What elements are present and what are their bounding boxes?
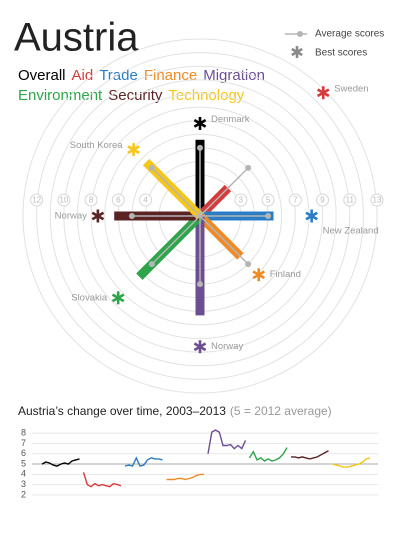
best-score [193, 116, 207, 130]
average-line [199, 215, 249, 265]
legend-star [291, 46, 303, 58]
average-dot [197, 281, 203, 288]
ring [90, 106, 310, 326]
legend-item: Technology [168, 87, 244, 104]
ring-label-badge [111, 193, 125, 207]
best-country: New Zealand [323, 226, 379, 237]
legend-item: Aid [72, 67, 94, 84]
ring [36, 52, 364, 380]
series-line [82, 472, 122, 488]
chart-subtitle: (5 = 2012 average) [230, 404, 332, 418]
average-line [151, 215, 201, 265]
series-line [207, 429, 247, 454]
ring-label-badge [316, 193, 330, 207]
y-tick-label: 5 [21, 458, 26, 468]
series-line [248, 447, 288, 462]
series-line [41, 458, 80, 467]
y-tick-label: 4 [21, 469, 26, 479]
ring-label-badge [57, 193, 71, 207]
legend-item: Finance [144, 67, 197, 84]
best-country: South Korea [70, 140, 124, 151]
best-score [252, 268, 266, 282]
series-line [291, 450, 329, 460]
ring-label: 5 [266, 196, 271, 205]
ring-label-badge [139, 193, 153, 207]
best-score [111, 291, 125, 305]
chart-title: Austria [14, 16, 139, 60]
best-score [91, 209, 105, 223]
ring-label: 7 [293, 196, 298, 205]
average-dot [265, 213, 272, 219]
ring-label-badge [288, 193, 302, 207]
ring-label: 10 [59, 196, 68, 205]
chart-subtitle-title: Austria’s change over time, 2003–2013 [18, 404, 226, 418]
ring [49, 65, 351, 367]
ring-label: 9 [320, 196, 325, 205]
ring-label: 4 [143, 196, 148, 205]
y-tick-label: 2 [21, 489, 26, 499]
y-tick-label: 6 [21, 448, 26, 458]
ring-label: 8 [89, 196, 94, 205]
ring-label-badge [30, 193, 44, 207]
best-country: Slovakia [71, 292, 108, 303]
series-line [124, 456, 163, 467]
series-line [166, 473, 204, 481]
ring-label-badge [370, 193, 384, 207]
best-score [127, 143, 140, 157]
best-country: Sweden [334, 83, 368, 94]
best-country: Norway [55, 211, 87, 222]
best-country: Norway [211, 341, 243, 352]
average-dot [128, 213, 135, 219]
y-tick-label: 3 [21, 479, 26, 489]
average-line [151, 167, 201, 217]
ring-label: 6 [116, 196, 121, 205]
best-country: Finland [270, 269, 301, 280]
best-score [305, 209, 318, 223]
series-line [332, 457, 371, 468]
ring-label: 11 [346, 196, 355, 205]
ring [76, 92, 324, 340]
best-score [316, 86, 330, 100]
average-dot [148, 261, 155, 268]
legend-label: Best scores [315, 48, 367, 59]
y-tick-label: 7 [21, 438, 26, 448]
average-dot [245, 164, 252, 171]
best-country: Denmark [211, 114, 250, 125]
legend-item: Trade [99, 67, 138, 84]
legend-item: Security [108, 87, 163, 104]
ring-label-badge [84, 193, 98, 207]
ring-label: 12 [32, 196, 41, 205]
legend-item: Migration [203, 67, 265, 84]
ring-label-badge [234, 193, 248, 207]
y-tick-label: 8 [21, 428, 26, 438]
average-dot [245, 261, 252, 268]
ring [22, 38, 378, 394]
legend-label: Average scores [315, 29, 384, 40]
best-score [193, 340, 207, 354]
average-dot [197, 144, 203, 151]
ring-label-badge [343, 193, 357, 207]
legend-item: Environment [18, 87, 103, 104]
average-dot [148, 164, 155, 171]
ring-label: 13 [373, 196, 382, 205]
legend-dot [297, 31, 303, 37]
legend-item: Overall [18, 67, 66, 84]
ring-label: 3 [239, 196, 244, 205]
ring-label-badge [261, 193, 275, 207]
average-line [199, 167, 249, 217]
